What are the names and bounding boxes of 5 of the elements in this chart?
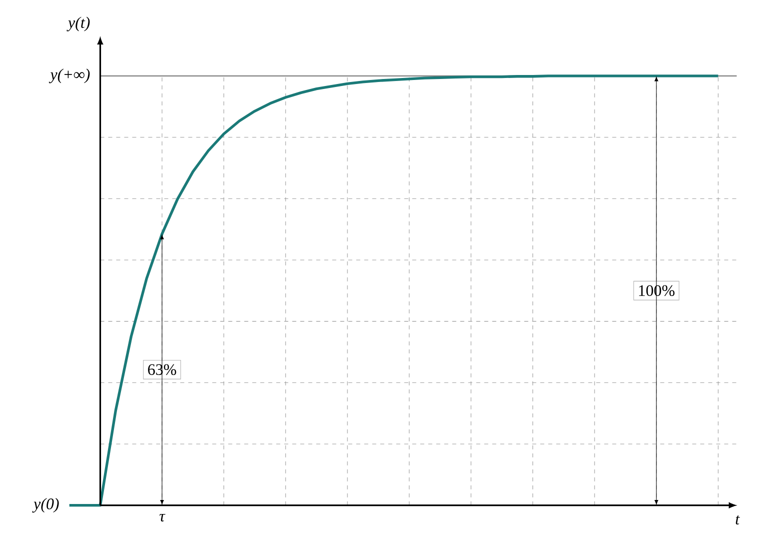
text: τ — [160, 514, 166, 522]
y-axis-title: y(t) — [66, 16, 90, 32]
text: y(0) — [32, 498, 59, 513]
x-axis-title: t — [736, 516, 740, 525]
annotation: y(+∞) — [48, 68, 90, 84]
